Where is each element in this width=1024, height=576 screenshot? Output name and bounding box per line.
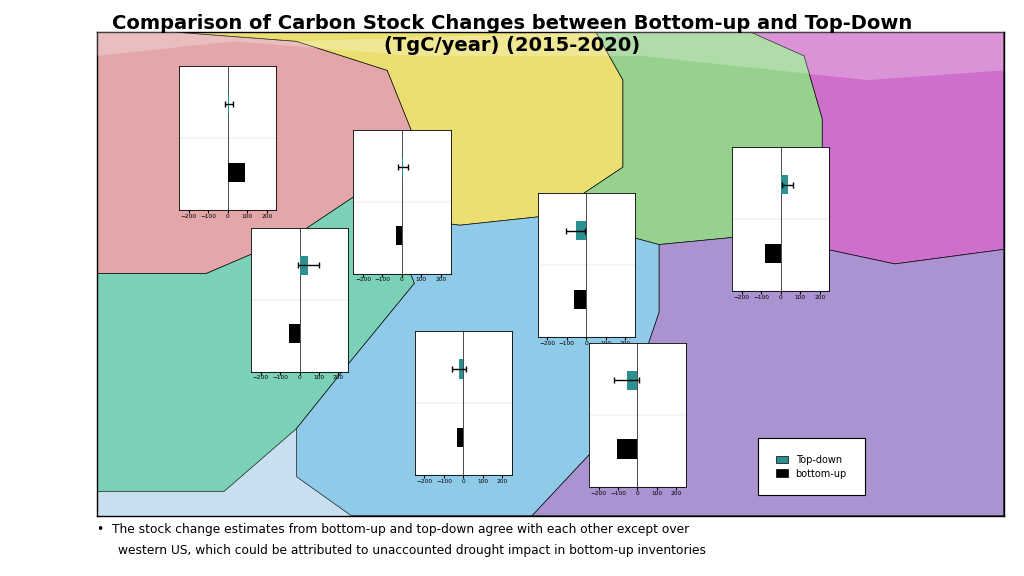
Text: •  The stock change estimates from bottom-up and top-down agree with each other : • The stock change estimates from bottom…: [97, 523, 689, 536]
Polygon shape: [97, 32, 415, 274]
Polygon shape: [750, 32, 1004, 264]
Bar: [227, 163, 246, 182]
Text: Comparison of Carbon Stock Changes between Bottom-up and Top-Down
(TgC/year) (20: Comparison of Carbon Stock Changes betwe…: [112, 14, 912, 55]
Polygon shape: [97, 32, 1004, 90]
Bar: [627, 371, 637, 390]
Bar: [573, 290, 586, 309]
Polygon shape: [97, 187, 415, 491]
Legend: Top-down, bottom-up: Top-down, bottom-up: [772, 451, 851, 482]
Bar: [780, 175, 787, 194]
Bar: [617, 439, 637, 458]
Bar: [299, 256, 308, 275]
Bar: [289, 324, 299, 343]
Polygon shape: [551, 32, 822, 245]
Polygon shape: [532, 235, 1004, 516]
Bar: [457, 428, 463, 447]
Bar: [396, 226, 401, 245]
Polygon shape: [297, 215, 659, 516]
Bar: [575, 221, 586, 240]
Bar: [459, 359, 463, 378]
Text: western US, which could be attributed to unaccounted drought impact in bottom-up: western US, which could be attributed to…: [118, 544, 706, 558]
Polygon shape: [170, 32, 623, 225]
Bar: [765, 244, 780, 263]
